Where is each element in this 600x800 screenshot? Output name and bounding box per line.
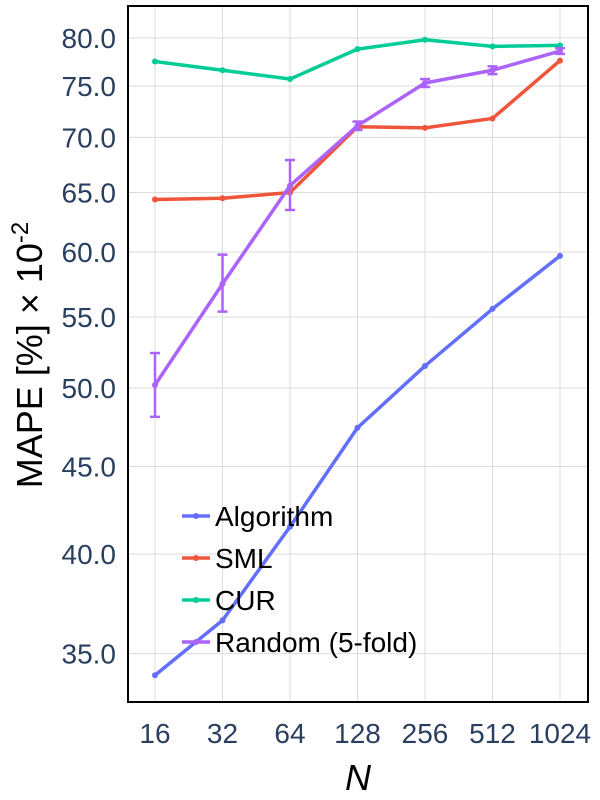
y-tick-label: 35.0	[62, 639, 117, 670]
data-point	[287, 523, 293, 530]
legend-label: Algorithm	[215, 501, 333, 532]
data-point	[354, 46, 361, 53]
data-point	[354, 122, 361, 129]
legend: Algorithm SML CUR Random (5-fold)	[182, 501, 417, 658]
data-point	[219, 195, 226, 202]
data-point	[152, 58, 158, 65]
data-point	[287, 182, 293, 189]
legend-label: CUR	[215, 585, 276, 616]
x-tick-label: 256	[402, 718, 449, 749]
data-point	[422, 36, 428, 43]
legend-item: CUR	[182, 585, 276, 616]
legend-item: SML	[182, 543, 273, 574]
series-algorithm	[152, 252, 563, 679]
data-point	[489, 43, 496, 50]
y-tick-label: 80.0	[62, 23, 117, 54]
y-tick-label: 40.0	[62, 539, 117, 570]
data-point	[489, 67, 496, 74]
data-point	[219, 617, 226, 624]
data-point	[557, 57, 563, 64]
y-axis-title: MAPE [%] × 10-2	[7, 222, 50, 488]
legend-marker	[193, 555, 199, 561]
legend-marker	[193, 639, 199, 645]
data-point	[422, 362, 428, 369]
y-axis-title-main: MAPE [%] × 10	[9, 243, 50, 488]
data-point	[152, 672, 158, 679]
data-point	[219, 280, 226, 287]
data-point	[489, 305, 496, 312]
y-tick-label: 45.0	[62, 451, 117, 482]
legend-item: Random (5-fold)	[182, 627, 417, 658]
x-tick-label: 64	[274, 718, 305, 749]
x-tick-label: 16	[139, 718, 170, 749]
grid	[128, 6, 588, 702]
y-tick-label: 60.0	[62, 237, 117, 268]
y-tick-label: 70.0	[62, 122, 117, 153]
legend-item: Algorithm	[182, 501, 333, 532]
legend-label: Random (5-fold)	[215, 627, 417, 658]
data-point	[422, 124, 428, 131]
y-tick-label: 75.0	[62, 71, 117, 102]
x-tick-label: 32	[207, 718, 238, 749]
data-point	[489, 115, 496, 122]
y-tick-label: 55.0	[62, 302, 117, 333]
y-tick-labels: 35.0 40.0 45.0 50.0 55.0 60.0 65.0 70.0 75.0 80.0	[62, 23, 117, 670]
x-tick-label: 128	[334, 718, 381, 749]
data-point	[287, 76, 293, 83]
data-point	[557, 48, 563, 55]
data-point	[557, 252, 563, 259]
x-tick-labels: 16 32 64 128 256 512 1024	[139, 718, 591, 749]
data-point	[219, 67, 226, 74]
plot-frame	[127, 5, 589, 703]
legend-label: SML	[215, 543, 273, 574]
data-series	[150, 36, 565, 679]
y-axis-title-exponent: -2	[7, 222, 34, 243]
data-point	[422, 79, 428, 86]
legend-marker	[193, 513, 199, 519]
data-point	[152, 196, 158, 203]
data-point	[557, 42, 563, 49]
y-tick-label: 50.0	[62, 373, 117, 404]
x-tick-label: 1024	[529, 718, 591, 749]
x-axis-title: N	[345, 757, 372, 798]
data-point	[152, 382, 158, 389]
data-point	[354, 424, 361, 431]
y-tick-label: 65.0	[62, 178, 117, 209]
legend-marker	[193, 597, 199, 603]
series-cur	[152, 36, 563, 83]
x-tick-label: 512	[469, 718, 516, 749]
series-random-5-fold	[150, 46, 565, 419]
